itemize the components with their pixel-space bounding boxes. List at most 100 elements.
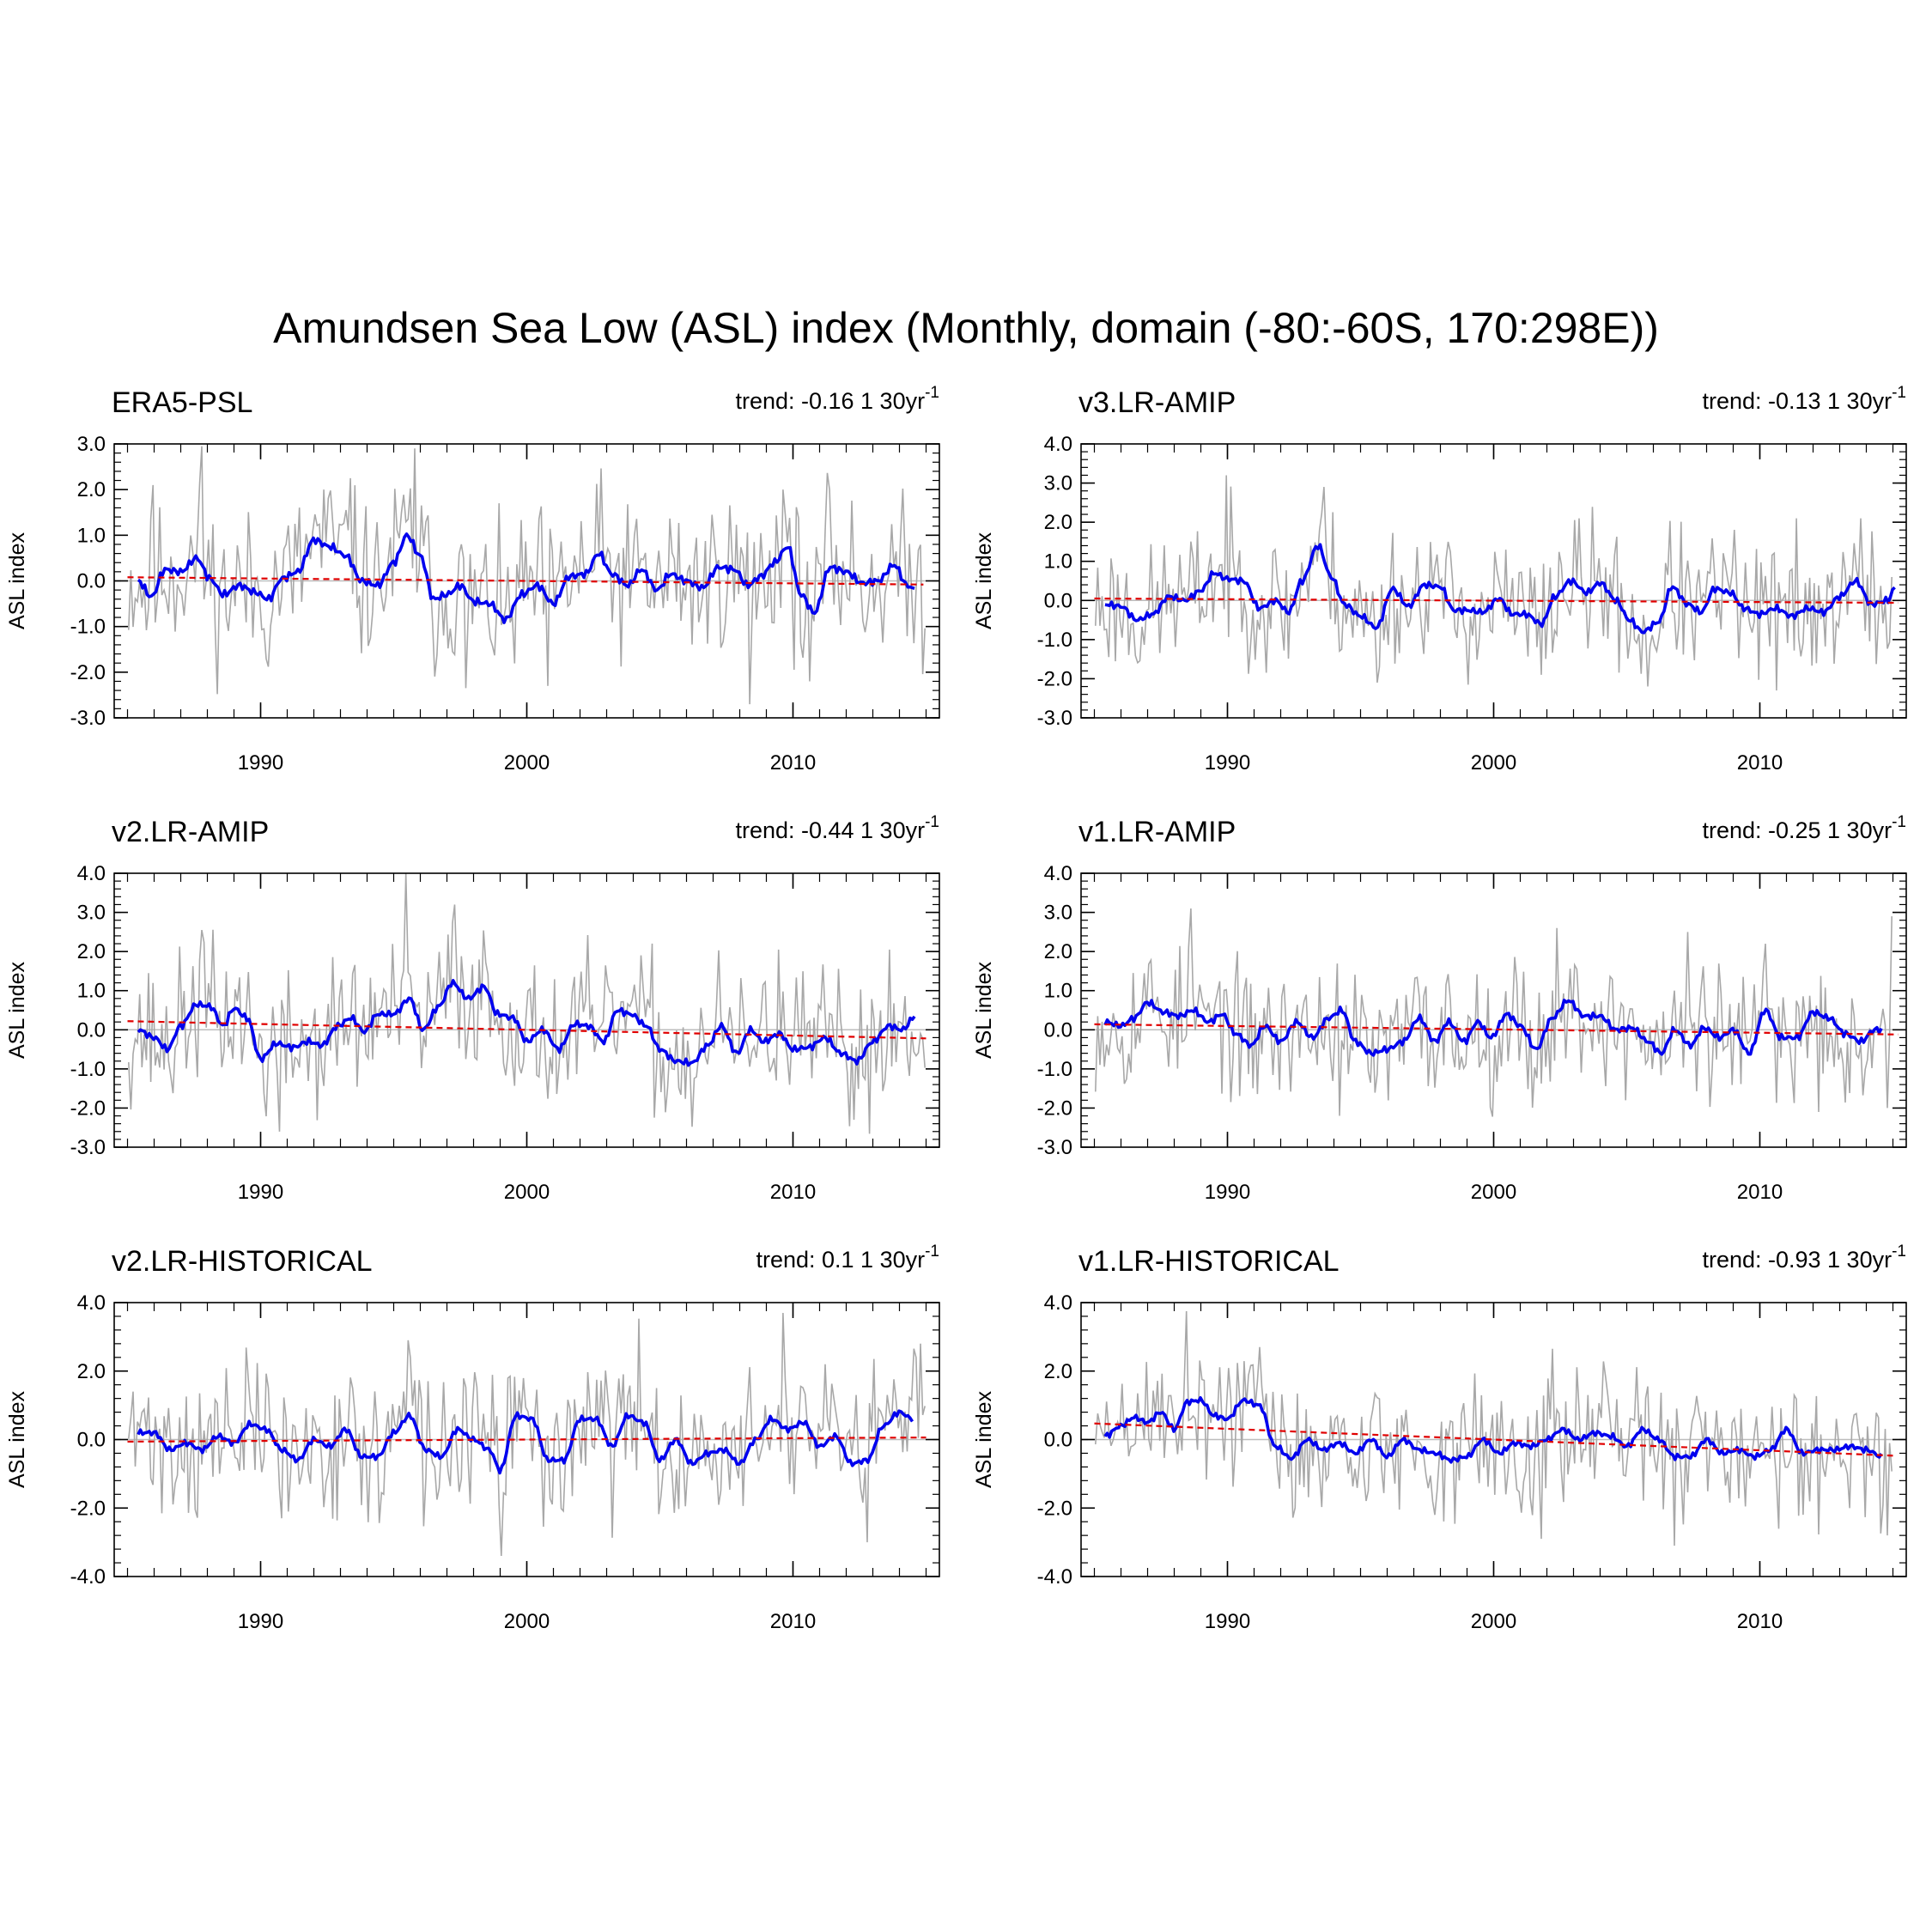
panel-title: ERA5-PSL xyxy=(112,386,253,419)
x-tick-label: 2000 xyxy=(504,1610,550,1633)
y-tick-label: -2.0 xyxy=(1037,1097,1072,1120)
trend-exponent: -1 xyxy=(1892,813,1906,831)
smoothed-series xyxy=(137,1409,914,1475)
y-tick-label: -1.0 xyxy=(1037,1058,1072,1081)
trend-exponent: -1 xyxy=(925,384,939,402)
y-tick-label: -1.0 xyxy=(70,1058,106,1081)
chart-svg: -3.0 -2.0 -1.0 0.0 1.0 2.0 3.0 4.0 1990 2000 2010 A… xyxy=(5,862,940,1204)
y-tick-label: -3.0 xyxy=(1037,707,1072,730)
y-tick-label: -2.0 xyxy=(70,1097,106,1120)
y-tick-label: 3.0 xyxy=(77,433,106,456)
chart-panel-2: v3.LR-AMIP trend: -0.13 1 30yr-1 -3.0 -2.0-… xyxy=(972,384,1915,795)
y-axis-label: ASL index xyxy=(5,961,29,1059)
panel-title: v2.LR-AMIP xyxy=(112,816,270,848)
y-tick-label: 0.0 xyxy=(1044,1018,1072,1042)
y-tick-label: 4.0 xyxy=(1044,862,1072,885)
x-tick-label: 1990 xyxy=(238,1181,283,1204)
chart-panel-3: v2.LR-AMIP trend: -0.44 1 30yr-1 -3.0 -2.0 -… xyxy=(5,813,948,1224)
y-axis-label: ASL index xyxy=(972,532,996,629)
x-tick-label: 2010 xyxy=(770,1610,816,1633)
chart-svg: -3.0 -2.0 -1.0 0.0 1.0 2.0 3.0 4.0 1990 2000 2010 A… xyxy=(972,862,1907,1204)
x-tick-label: 1990 xyxy=(1205,751,1250,775)
x-tick-label: 2010 xyxy=(1737,751,1783,775)
trend-label: trend: -0.13 1 30yr-1 xyxy=(1702,384,1906,414)
panel-title: v2.LR-HISTORICAL xyxy=(112,1245,373,1278)
y-tick-label: 0.0 xyxy=(1044,589,1072,612)
raw-monthly-series xyxy=(1095,1310,1893,1546)
y-tick-label: -3.0 xyxy=(1037,1136,1072,1159)
trend-exponent: -1 xyxy=(1892,384,1906,402)
y-tick-label: 0.0 xyxy=(1044,1429,1072,1452)
y-axis-label: ASL index xyxy=(5,1390,29,1488)
trend-line xyxy=(1094,1023,1899,1036)
y-tick-label: -3.0 xyxy=(70,707,106,730)
trend-exponent: -1 xyxy=(925,1242,939,1261)
trend-exponent: -1 xyxy=(1892,1242,1906,1261)
chart-panel-6: v1.LR-HISTORICAL trend: -0.93 1 30yr-1 -4.… xyxy=(972,1242,1915,1654)
trend-label: trend: -0.93 1 30yr-1 xyxy=(1702,1242,1906,1273)
y-tick-label: 0.0 xyxy=(77,1429,106,1452)
chart-panel-4: v1.LR-AMIP trend: -0.25 1 30yr-1 -3.0 -2.0 -… xyxy=(972,813,1915,1224)
chart-panel-1: ERA5-PSL trend: -0.16 1 30yr-1 -3.0 -2.0 -1.… xyxy=(5,384,948,795)
y-tick-label: -2.0 xyxy=(70,661,106,684)
y-tick-label: -4.0 xyxy=(1037,1565,1072,1589)
panel-title: v1.LR-HISTORICAL xyxy=(1078,1245,1340,1278)
y-tick-label: 1.0 xyxy=(77,980,106,1003)
x-tick-label: 1990 xyxy=(1205,1181,1250,1204)
chart-svg: -4.0 -2.0 0.0 2.0 4.0 1990 2000 2010 ASL index xyxy=(972,1291,1907,1633)
smoothed-series xyxy=(1103,1396,1883,1464)
y-tick-label: 3.0 xyxy=(1044,472,1072,495)
y-tick-label: 1.0 xyxy=(1044,980,1072,1003)
x-tick-label: 2000 xyxy=(1471,1610,1516,1633)
x-tick-label: 2010 xyxy=(1737,1181,1783,1204)
x-tick-label: 1990 xyxy=(238,751,283,775)
y-tick-label: -4.0 xyxy=(70,1565,106,1589)
raw-monthly-series xyxy=(1095,908,1893,1117)
y-tick-label: 1.0 xyxy=(1044,550,1072,574)
trend-label: trend: -0.44 1 30yr-1 xyxy=(735,813,939,843)
x-tick-label: 2010 xyxy=(1737,1610,1783,1633)
trend-line xyxy=(1094,597,1899,605)
y-tick-label: -3.0 xyxy=(70,1136,106,1159)
trend-exponent: -1 xyxy=(925,813,939,831)
smoothed-series xyxy=(137,532,915,624)
panel-title: v1.LR-AMIP xyxy=(1078,816,1236,848)
smoothed-series xyxy=(137,979,916,1067)
smoothed-series xyxy=(1103,999,1883,1057)
y-axis-label: ASL index xyxy=(972,1390,996,1488)
x-tick-label: 2010 xyxy=(770,751,816,775)
panel-title: v3.LR-AMIP xyxy=(1078,386,1236,419)
y-tick-label: 0.0 xyxy=(77,570,106,593)
y-tick-label: 3.0 xyxy=(77,902,106,925)
trend-line xyxy=(127,576,924,586)
y-tick-label: -1.0 xyxy=(1037,629,1072,652)
raw-monthly-series xyxy=(128,1312,926,1557)
y-axis-label: ASL index xyxy=(972,961,996,1059)
y-tick-label: 2.0 xyxy=(77,940,106,963)
x-tick-label: 2000 xyxy=(504,1181,550,1204)
x-tick-label: 2000 xyxy=(1471,751,1516,775)
y-tick-label: 4.0 xyxy=(1044,1291,1072,1315)
x-tick-label: 1990 xyxy=(238,1610,283,1633)
trend-label: trend: -0.25 1 30yr-1 xyxy=(1702,813,1906,843)
y-tick-label: 4.0 xyxy=(77,862,106,885)
y-tick-label: -2.0 xyxy=(70,1497,106,1520)
chart-panel-5: v2.LR-HISTORICAL trend: 0.1 1 30yr-1 -4.0 -… xyxy=(5,1242,948,1654)
y-tick-label: 2.0 xyxy=(77,478,106,501)
y-tick-label: 3.0 xyxy=(1044,902,1072,925)
chart-svg: -3.0 -2.0 -1.0 0.0 1.0 2.0 3.0 1990 2000 2010 ASL … xyxy=(5,433,940,775)
trend-label: trend: -0.16 1 30yr-1 xyxy=(735,384,939,414)
raw-monthly-series xyxy=(128,873,926,1134)
y-tick-label: 2.0 xyxy=(77,1360,106,1383)
raw-monthly-series xyxy=(1095,475,1893,691)
x-tick-label: 2000 xyxy=(1471,1181,1516,1204)
y-tick-label: 0.0 xyxy=(77,1018,106,1042)
chart-svg: -3.0 -2.0 -1.0 0.0 1.0 2.0 3.0 4.0 1990 2000 2010 A… xyxy=(972,433,1907,775)
smoothed-series xyxy=(1104,543,1896,635)
raw-monthly-series xyxy=(128,446,926,705)
y-tick-label: 4.0 xyxy=(77,1291,106,1315)
trend-label: trend: 0.1 1 30yr-1 xyxy=(756,1242,939,1273)
y-tick-label: 2.0 xyxy=(1044,1360,1072,1383)
y-tick-label: 2.0 xyxy=(1044,511,1072,534)
y-tick-label: -1.0 xyxy=(70,616,106,639)
